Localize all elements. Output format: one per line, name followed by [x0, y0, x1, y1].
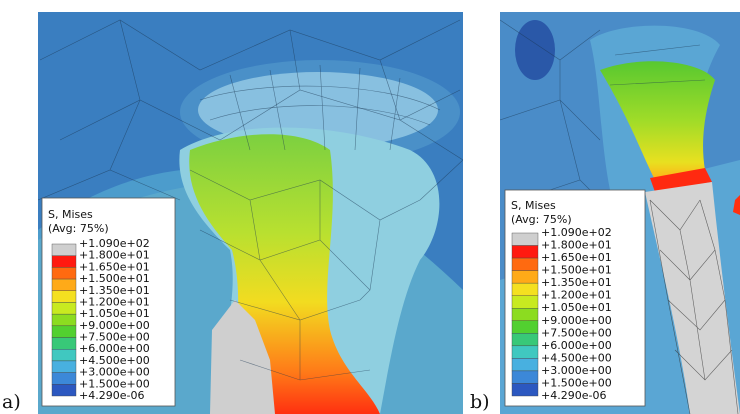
legend-swatch: [512, 308, 538, 321]
legend-swatch: [512, 321, 538, 334]
legend-label: +7.500e+00: [541, 326, 612, 339]
legend-swatch: [512, 283, 538, 296]
legend-label: +4.500e+00: [541, 351, 612, 364]
legend-swatch: [512, 333, 538, 346]
legend-label: +1.650e+01: [541, 251, 612, 264]
legend-title: S, Mises: [511, 199, 556, 212]
legend-label: +3.000e+00: [541, 364, 612, 377]
legend-label: +1.500e+01: [541, 264, 612, 277]
legend-label: +6.000e+00: [541, 339, 612, 352]
panel-label: a): [2, 391, 21, 413]
legend-swatch: [52, 384, 76, 396]
legend-swatch: [512, 383, 538, 396]
legend-swatch: [52, 291, 76, 303]
legend-swatch: [52, 373, 76, 385]
legend-swatch: [512, 371, 538, 384]
legend-swatch: [52, 244, 76, 256]
legend-swatch: [52, 279, 76, 291]
legend-label: +1.350e+01: [541, 276, 612, 289]
legend-label: +1.500e+00: [541, 376, 612, 389]
legend-swatch: [512, 271, 538, 284]
legend-label: +1.090e+02: [541, 226, 612, 239]
legend-title: S, Mises: [48, 208, 93, 221]
legend-swatch: [512, 246, 538, 259]
figure: a) b) S, Mises(Avg: 75%)+1.090e+02+1.800…: [0, 0, 740, 414]
legend-label: +1.200e+01: [541, 289, 612, 302]
legend-label: +9.000e+00: [541, 314, 612, 327]
legend-swatch: [512, 358, 538, 371]
legend-swatch: [512, 346, 538, 359]
legend-subtitle: (Avg: 75%): [48, 222, 109, 235]
legend-label: +1.050e+01: [541, 301, 612, 314]
legend-swatch: [52, 326, 76, 338]
legend-swatch: [52, 338, 76, 350]
legend-swatch: [512, 258, 538, 271]
legend-swatch: [52, 361, 76, 373]
legend-swatch: [52, 267, 76, 279]
legend-label: +4.290e-06: [541, 389, 606, 402]
panel-label: b): [470, 391, 490, 413]
legend-swatch: [512, 296, 538, 309]
legend-swatch: [52, 256, 76, 268]
legend-swatch: [512, 233, 538, 246]
legend-label: +1.800e+01: [541, 239, 612, 252]
legend-swatch: [52, 314, 76, 326]
legend-swatch: [52, 302, 76, 314]
legend-subtitle: (Avg: 75%): [511, 213, 572, 226]
legend-label: +4.290e-06: [79, 389, 144, 402]
legend-swatch: [52, 349, 76, 361]
